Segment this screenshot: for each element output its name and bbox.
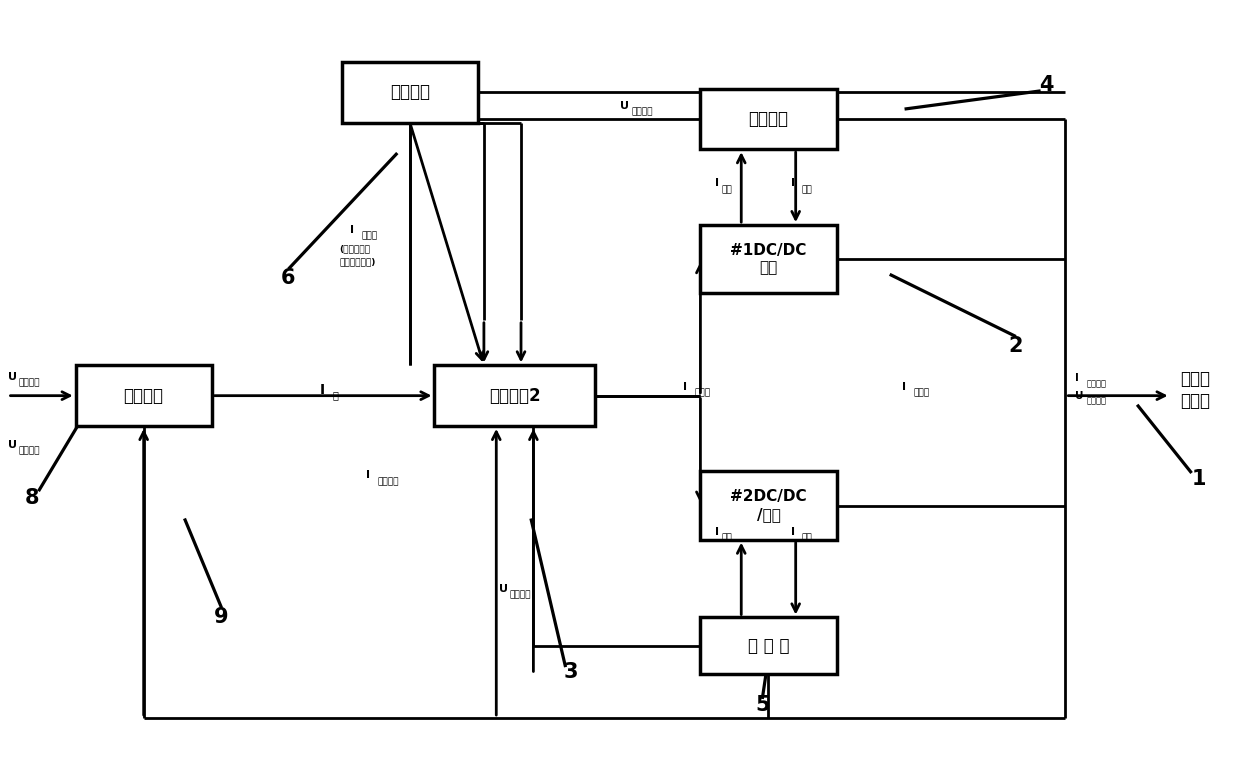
Text: #1DC/DC
模块: #1DC/DC 模块 xyxy=(730,243,807,275)
Text: 超级电容: 超级电容 xyxy=(749,110,789,128)
Bar xyxy=(342,62,477,123)
Text: 输出: 输出 xyxy=(802,185,812,194)
Text: U: U xyxy=(7,371,16,382)
Bar xyxy=(434,365,595,426)
Text: 4: 4 xyxy=(1039,75,1054,95)
Text: 监控单元: 监控单元 xyxy=(124,387,164,405)
Text: 1: 1 xyxy=(1192,469,1207,489)
Text: 流母线: 流母线 xyxy=(1180,392,1210,410)
Text: 输出: 输出 xyxy=(802,533,812,543)
Text: 母实际值: 母实际值 xyxy=(19,447,40,456)
Text: 6: 6 xyxy=(281,268,295,288)
Text: I: I xyxy=(366,470,371,480)
Bar xyxy=(701,88,837,149)
Text: 母实际值: 母实际值 xyxy=(1086,379,1106,388)
Text: 母实际值: 母实际值 xyxy=(1086,396,1106,406)
Text: 9: 9 xyxy=(215,607,229,627)
Text: I: I xyxy=(683,381,687,392)
Text: 3: 3 xyxy=(563,662,578,683)
Text: 制动电阻: 制动电阻 xyxy=(389,84,430,101)
Text: I: I xyxy=(901,381,906,392)
Text: U: U xyxy=(498,584,507,594)
Text: (无法消耗且: (无法消耗且 xyxy=(340,245,371,254)
Text: I: I xyxy=(715,178,719,189)
Text: I: I xyxy=(320,383,325,396)
Text: 输出值: 输出值 xyxy=(913,388,929,397)
Text: U: U xyxy=(620,101,629,111)
Text: 蓄实际值: 蓄实际值 xyxy=(510,591,532,600)
Text: 电容充入限制): 电容充入限制) xyxy=(340,258,376,266)
Text: 蓄 电 池: 蓄 电 池 xyxy=(748,637,789,655)
Bar xyxy=(701,472,837,540)
Text: 输入值: 输入值 xyxy=(694,388,711,397)
Text: I: I xyxy=(791,527,795,537)
Bar xyxy=(701,225,837,293)
Text: 8: 8 xyxy=(25,488,40,508)
Text: 5: 5 xyxy=(755,695,770,715)
Text: 母线定值: 母线定值 xyxy=(19,378,40,387)
Text: I: I xyxy=(791,178,795,189)
Text: 公共直: 公共直 xyxy=(1180,370,1210,388)
Text: 超实际值: 超实际值 xyxy=(631,107,652,116)
Text: U: U xyxy=(7,440,16,450)
Text: 比: 比 xyxy=(334,390,339,400)
Text: #2DC/DC
/模块: #2DC/DC /模块 xyxy=(730,489,807,522)
Text: I: I xyxy=(715,527,719,537)
Bar xyxy=(701,617,837,674)
Text: U: U xyxy=(1075,390,1084,400)
Text: 监控单元2: 监控单元2 xyxy=(489,387,541,405)
Text: I: I xyxy=(1075,373,1079,384)
Bar xyxy=(76,365,212,426)
Text: 输出值: 输出值 xyxy=(361,231,377,240)
Text: 母实际值: 母实际值 xyxy=(377,477,399,486)
Text: 输入: 输入 xyxy=(722,533,732,543)
Text: 输入: 输入 xyxy=(722,185,732,194)
Text: 2: 2 xyxy=(1008,336,1023,356)
Text: I: I xyxy=(350,225,355,235)
